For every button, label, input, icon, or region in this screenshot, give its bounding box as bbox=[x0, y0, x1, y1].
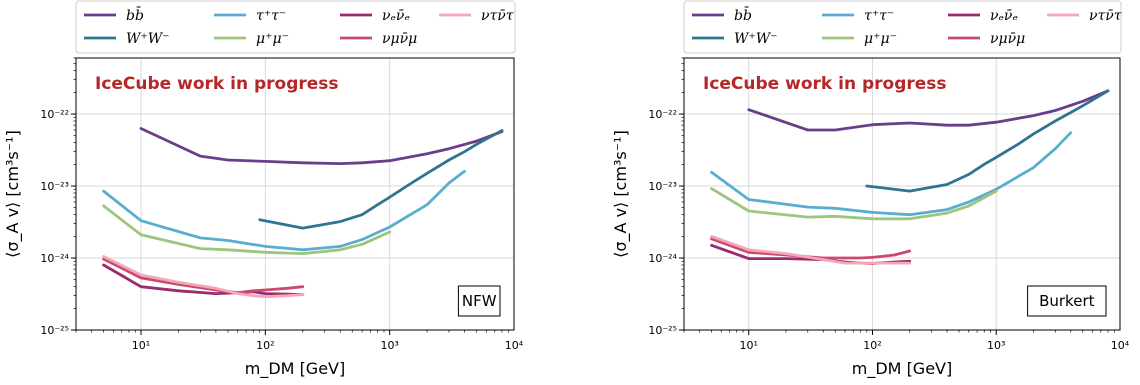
x-axis-label: m_DM [GeV] bbox=[245, 359, 345, 379]
legend-label-mumu: μ⁺μ⁻ bbox=[864, 31, 897, 47]
profile-label-box bbox=[1027, 285, 1107, 317]
y-tick-label: 10⁻²⁵ bbox=[648, 324, 677, 337]
chart-nfw: 10¹ 10² 10³ 10⁴ 10⁻²⁵ 10⁻²⁴ 10⁻²³ 10⁻²² m_DM [Ge… bbox=[3, 0, 524, 379]
series-line-mumu bbox=[102, 204, 392, 255]
x-tick-label: 10³ bbox=[987, 339, 1005, 352]
series-line-numunumu bbox=[710, 237, 912, 260]
series-line-bb bbox=[747, 89, 1110, 132]
axes-frame bbox=[683, 57, 1121, 331]
legend: bb̄ W⁺W⁻ τ⁺τ⁻ μ⁺μ⁻ νₑν̄ₑ νμν̄μ ντν̄τ bbox=[75, 0, 516, 54]
legend-label-mumu: μ⁺μ⁻ bbox=[256, 31, 289, 47]
series-line-WW bbox=[865, 89, 1110, 193]
legend-label-tautau: τ⁺τ⁻ bbox=[256, 8, 286, 24]
legend-label-bb: bb̄ bbox=[126, 6, 144, 24]
series-line-tautau bbox=[710, 131, 1073, 217]
y-tick-label: 10⁻²³ bbox=[648, 180, 677, 193]
legend-box bbox=[683, 0, 1122, 54]
series-line-bb bbox=[139, 127, 504, 165]
legend-label-nutaunutau: ντν̄τ bbox=[1089, 8, 1122, 24]
chart-burkert: 10¹ 10² 10³ 10⁴ 10⁻²⁵ 10⁻²⁴ 10⁻²³ 10⁻²² m_DM [Ge… bbox=[611, 0, 1130, 379]
legend-label-tautau: τ⁺τ⁻ bbox=[864, 8, 894, 24]
legend-label-numunumu: νμν̄μ bbox=[382, 31, 417, 47]
y-tick-label: 10⁻²² bbox=[648, 108, 677, 121]
legend-box bbox=[75, 0, 516, 54]
x-axis-label: m_DM [GeV] bbox=[852, 359, 952, 379]
y-tick-label: 10⁻²⁴ bbox=[648, 252, 677, 265]
x-tick-label: 10¹ bbox=[740, 339, 758, 352]
y-tick-label: 10⁻²⁴ bbox=[40, 252, 69, 265]
series-group bbox=[710, 89, 1110, 265]
series-line-tautau bbox=[102, 169, 466, 252]
series-line-WW bbox=[258, 129, 504, 230]
x-tick-label: 10¹ bbox=[132, 339, 150, 352]
profile-label: Burkert bbox=[1039, 292, 1095, 310]
legend: bb̄ W⁺W⁻ τ⁺τ⁻ μ⁺μ⁻ νₑν̄ₑ νμν̄μ ντν̄τ bbox=[683, 0, 1122, 54]
y-tick-label: 10⁻²³ bbox=[40, 180, 69, 193]
x-tick-label: 10³ bbox=[380, 339, 398, 352]
legend-label-WW: W⁺W⁻ bbox=[734, 31, 778, 47]
y-axis-label: ⟨σ_A v⟩ [cm³s⁻¹] bbox=[611, 130, 631, 258]
series-line-nutaunutau bbox=[710, 234, 912, 265]
series-group bbox=[102, 127, 504, 299]
series-line-mumu bbox=[710, 187, 998, 221]
legend-label-WW: W⁺W⁻ bbox=[126, 31, 170, 47]
y-axis-label: ⟨σ_A v⟩ [cm³s⁻¹] bbox=[3, 130, 23, 258]
x-tick-label: 10⁴ bbox=[505, 339, 524, 352]
annotation-text: IceCube work in progress bbox=[95, 74, 339, 94]
axes-frame bbox=[75, 57, 515, 331]
x-tick-label: 10² bbox=[863, 339, 881, 352]
y-tick-label: 10⁻²⁵ bbox=[40, 324, 69, 337]
x-tick-label: 10⁴ bbox=[1111, 339, 1130, 352]
profile-label: NFW bbox=[462, 292, 497, 310]
legend-label-nuenue: νₑν̄ₑ bbox=[382, 8, 410, 24]
legend-label-nutaunutau: ντν̄τ bbox=[481, 8, 514, 24]
series-line-nutaunutau bbox=[102, 255, 305, 299]
annotation-text: IceCube work in progress bbox=[703, 74, 947, 94]
x-tick-label: 10² bbox=[256, 339, 274, 352]
profile-label-box bbox=[457, 285, 501, 317]
legend-label-bb: bb̄ bbox=[734, 6, 752, 24]
legend-label-numunumu: νμν̄μ bbox=[990, 31, 1025, 47]
legend-label-nuenue: νₑν̄ₑ bbox=[990, 8, 1018, 24]
y-tick-label: 10⁻²² bbox=[40, 108, 69, 121]
